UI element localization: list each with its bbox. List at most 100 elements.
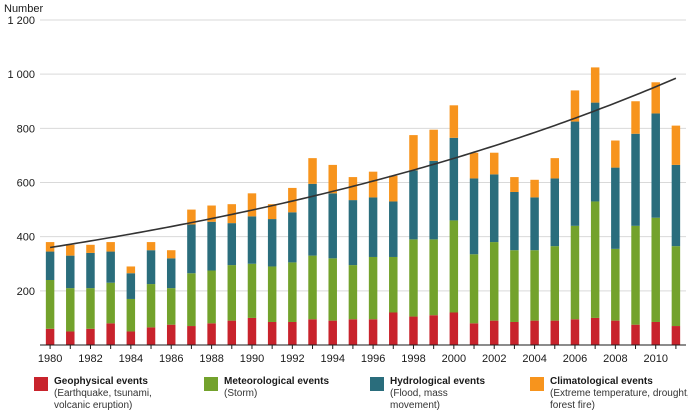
bar-geophysical-1993 [308,319,317,345]
bar-meteorological-2000 [449,220,459,313]
y-axis-label: Number [4,3,43,15]
bar-meteorological-1982 [86,288,95,329]
bar-hydrological-2005 [550,178,560,247]
bar-hydrological-1999 [429,160,438,240]
bar-stack-1984 [126,266,136,345]
bar-stack-2005 [550,158,560,346]
bar-meteorological-2004 [530,250,539,321]
bar-stack-1993 [308,158,317,345]
bar-stack-1992 [288,187,297,345]
bar-meteorological-1995 [348,265,358,320]
y-tick-label: 600 [17,178,35,190]
bar-meteorological-2006 [570,225,580,320]
bar-meteorological-1988 [207,270,216,324]
bar-hydrological-1998 [409,170,418,240]
bar-geophysical-1992 [288,321,297,345]
y-tick-label: 1 200 [7,15,35,27]
bar-climatological-1998 [409,135,418,171]
bar-hydrological-2001 [469,178,479,255]
bar-stack-2002 [489,152,499,346]
x-tick-label: 1982 [78,353,102,365]
bar-climatological-1992 [288,187,297,213]
bar-stack-2003 [510,177,519,345]
bar-geophysical-1997 [389,312,398,345]
bar-hydrological-2000 [449,137,459,221]
bar-geophysical-2005 [550,320,560,346]
bar-meteorological-2002 [489,242,499,321]
legend-label-geophysical: Geophysical events [54,376,148,387]
bar-geophysical-1988 [207,323,216,345]
bar-stack-1991 [267,204,277,345]
bar-meteorological-1991 [267,266,277,322]
y-tick-label: 400 [17,232,35,244]
bar-climatological-1985 [146,242,156,251]
bar-meteorological-2005 [550,246,560,321]
bar-geophysical-2010 [651,321,660,345]
bar-hydrological-1995 [348,200,358,266]
bar-hydrological-1989 [227,223,237,266]
y-tick-label: 800 [17,123,35,135]
bar-climatological-2005 [550,158,560,179]
bar-stacks [45,67,681,346]
bar-climatological-1982 [86,244,95,253]
bar-climatological-2011 [671,125,681,165]
y-tick-label: 200 [17,286,35,298]
y-axis-ticks: 200 400 600 800 1 000 1 200 [7,15,35,298]
bar-hydrological-1980 [45,251,55,280]
bar-geophysical-1984 [126,331,136,345]
bar-meteorological-1998 [409,239,418,317]
bar-geophysical-1987 [187,326,196,345]
bar-stack-1996 [368,171,378,345]
bar-climatological-1984 [126,266,136,274]
bar-climatological-1994 [328,164,337,194]
x-tick-label: 2010 [643,353,667,365]
bar-hydrological-1990 [247,216,257,264]
bar-climatological-1988 [207,205,216,222]
legend-swatch-climatological [530,377,544,391]
bar-stack-1989 [227,204,237,346]
x-tick-label: 2002 [482,353,506,365]
bar-meteorological-2010 [651,217,660,322]
bar-climatological-2003 [510,177,519,192]
bar-meteorological-1987 [187,273,196,327]
bar-hydrological-1988 [207,221,216,271]
bar-stack-1990 [247,193,257,345]
bar-stack-1983 [106,242,115,345]
bar-hydrological-1985 [146,250,156,285]
bar-stack-2010 [651,82,660,345]
bar-meteorological-2001 [469,254,479,324]
bar-hydrological-1983 [106,251,115,283]
bar-hydrological-2010 [651,113,660,218]
bar-geophysical-1990 [247,317,257,345]
legend-desc-geophysical: (Earthquake, tsunami, volcanic eruption) [54,388,152,411]
bar-meteorological-1997 [389,256,398,313]
bar-meteorological-1989 [227,265,237,321]
bar-geophysical-2007 [590,317,600,345]
bar-climatological-2004 [530,179,539,198]
bar-geophysical-1994 [328,320,337,346]
bar-geophysical-1980 [45,328,55,345]
x-axis: 1980 1982 1984 1986 1988 1990 1992 1994 1996 1998… [38,344,686,365]
bar-climatological-1987 [187,209,196,225]
x-tick-label: 1992 [280,353,304,365]
legend: Geophysical events (Earthquake, tsunami,… [0,376,688,420]
bar-meteorological-1983 [106,282,115,324]
bar-stack-1994 [328,164,337,346]
bar-geophysical-1998 [409,316,418,345]
bar-hydrological-1996 [368,197,378,257]
bar-geophysical-1985 [146,327,156,345]
bar-meteorological-2011 [671,246,681,327]
bar-stack-1986 [166,250,176,345]
bar-stack-1982 [86,244,95,345]
bar-meteorological-1986 [166,288,176,325]
x-tick-label: 1996 [361,353,385,365]
bar-stack-2000 [449,105,459,345]
bar-hydrological-2008 [611,167,620,249]
bar-geophysical-1996 [368,319,378,345]
bar-climatological-2009 [631,101,640,134]
x-tick-label: 1994 [320,353,344,365]
bar-stack-1987 [187,209,196,345]
bar-geophysical-2004 [530,320,539,346]
bar-meteorological-2009 [631,225,640,325]
